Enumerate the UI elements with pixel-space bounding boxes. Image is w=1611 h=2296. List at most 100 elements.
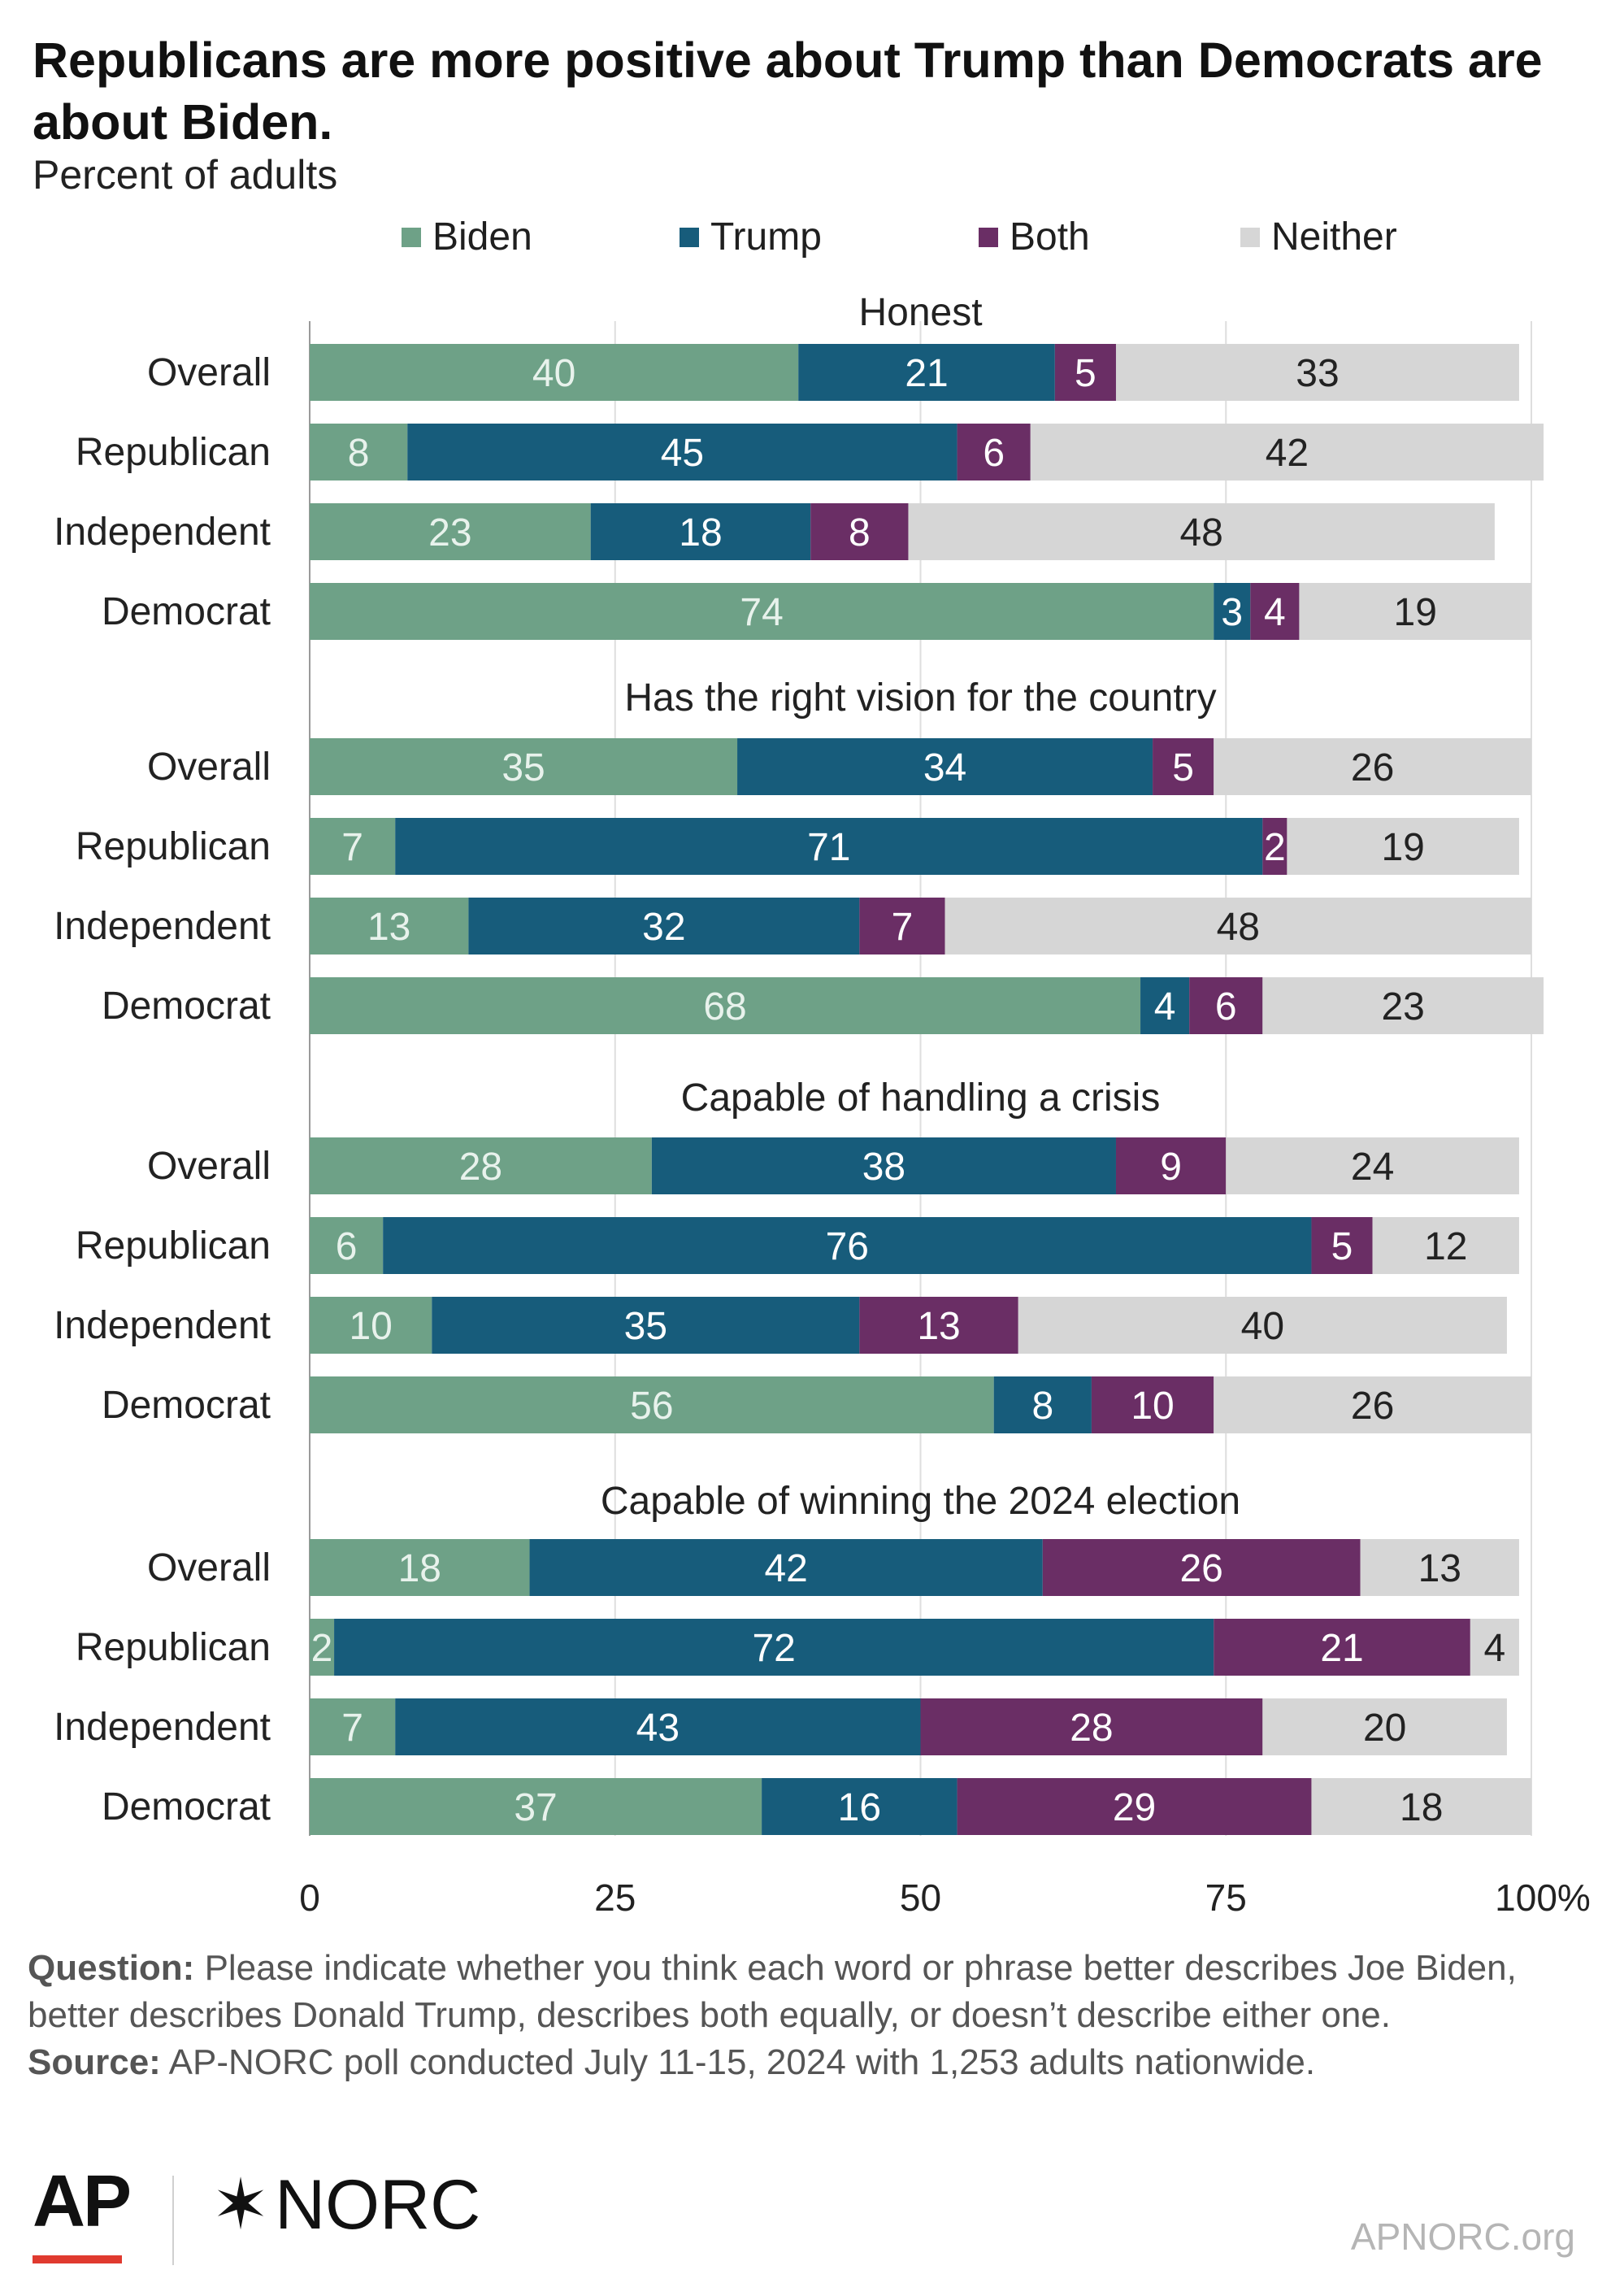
- data-label: 32: [642, 906, 685, 949]
- legend-item-both: Both: [979, 213, 1090, 262]
- data-label: 4: [1484, 1627, 1506, 1670]
- group-title: Capable of winning the 2024 election: [601, 1480, 1240, 1523]
- data-label: 13: [917, 1305, 960, 1348]
- data-label: 19: [1381, 826, 1424, 869]
- bar-segment: [1214, 583, 1251, 640]
- category-label: Republican: [76, 1224, 271, 1268]
- category-label: Independent: [54, 1304, 271, 1347]
- data-label: 48: [1217, 906, 1260, 949]
- bar-segment: [1262, 1698, 1507, 1755]
- data-label: 3: [1221, 591, 1243, 634]
- data-label: 7: [341, 1707, 363, 1750]
- data-label: 21: [905, 352, 948, 395]
- data-label: 43: [636, 1707, 680, 1750]
- bar-segment: [334, 1619, 1214, 1676]
- category-label: Overall: [147, 1145, 271, 1188]
- category-label: Independent: [54, 511, 271, 554]
- bar-segment: [432, 1297, 860, 1354]
- x-tick-label: 50: [900, 1876, 941, 1919]
- bar-segment: [310, 1297, 432, 1354]
- bar-segment: [310, 818, 396, 875]
- data-label: 6: [336, 1225, 358, 1268]
- bar-segment: [407, 424, 957, 481]
- data-label: 8: [849, 511, 871, 554]
- bar-segment: [1054, 344, 1116, 401]
- data-label: 40: [532, 352, 575, 395]
- legend: Biden Trump Both Neither: [0, 213, 1611, 262]
- norc-star-icon: ✶: [211, 2166, 271, 2244]
- bar-segment: [859, 898, 945, 954]
- data-label: 28: [459, 1146, 502, 1189]
- data-label: 71: [807, 826, 850, 869]
- legend-swatch-biden: [402, 228, 421, 247]
- logo-divider: [172, 2176, 174, 2265]
- data-label: 21: [1320, 1627, 1363, 1670]
- source-label: Source:: [28, 2042, 161, 2082]
- legend-label-neither: Neither: [1271, 215, 1397, 259]
- bar-segment: [762, 1778, 957, 1835]
- bar-segment: [310, 344, 799, 401]
- data-label: 8: [348, 432, 370, 475]
- bar-segment: [1018, 1297, 1507, 1354]
- data-label: 26: [1351, 1385, 1394, 1428]
- x-tick-label: 75: [1205, 1876, 1247, 1919]
- bar-segment: [1262, 818, 1287, 875]
- bar-segment: [859, 1297, 1018, 1354]
- bar-segment: [310, 977, 1141, 1034]
- question-text: Please indicate whether you think each w…: [28, 1948, 1517, 2035]
- norc-logo-text: NORC: [275, 2166, 481, 2244]
- data-label: 2: [1264, 826, 1286, 869]
- bar-segment: [1226, 1137, 1519, 1194]
- legend-label-both: Both: [1010, 215, 1090, 259]
- data-label: 13: [367, 906, 410, 949]
- source-note: Source: AP-NORC poll conducted July 11-1…: [28, 2039, 1588, 2086]
- data-label: 20: [1363, 1707, 1406, 1750]
- data-label: 68: [703, 985, 746, 1028]
- bar-segment: [310, 1137, 652, 1194]
- bar-segment: [310, 1217, 384, 1274]
- question-note: Question: Please indicate whether you th…: [28, 1945, 1588, 2039]
- data-label: 6: [983, 432, 1005, 475]
- norc-logo: ✶ NORC: [211, 2164, 480, 2246]
- bar-segment: [1115, 344, 1519, 401]
- bar-segment: [1372, 1217, 1519, 1274]
- bar-segment: [1262, 977, 1544, 1034]
- legend-item-neither: Neither: [1240, 213, 1397, 262]
- chart-footer: Question: Please indicate whether you th…: [28, 1945, 1588, 2086]
- legend-swatch-neither: [1240, 228, 1260, 247]
- data-label: 4: [1154, 985, 1176, 1028]
- x-tick-label: 0: [299, 1876, 320, 1919]
- legend-item-biden: Biden: [402, 213, 532, 262]
- x-tick-label: 25: [594, 1876, 636, 1919]
- data-label: 5: [1331, 1225, 1353, 1268]
- category-label: Overall: [147, 746, 271, 789]
- data-label: 42: [1266, 432, 1309, 475]
- bar-segment: [957, 1778, 1312, 1835]
- bar-segment: [395, 1698, 921, 1755]
- data-label: 9: [1160, 1146, 1182, 1189]
- group-title: Capable of handling a crisis: [681, 1076, 1161, 1120]
- bar-segment: [1042, 1539, 1361, 1596]
- bar-segment: [1189, 977, 1263, 1034]
- source-text: AP-NORC poll conducted July 11-15, 2024 …: [168, 2042, 1316, 2082]
- data-label: 42: [764, 1547, 807, 1590]
- bar-segment: [1214, 1619, 1470, 1676]
- data-label: 2: [311, 1627, 333, 1670]
- legend-label-biden: Biden: [432, 215, 532, 259]
- bar-segment: [310, 583, 1214, 640]
- data-label: 18: [398, 1547, 441, 1590]
- category-label: Independent: [54, 1706, 271, 1749]
- question-label: Question:: [28, 1948, 195, 1988]
- data-label: 26: [1351, 746, 1394, 789]
- category-label: Independent: [54, 905, 271, 948]
- bar-segment: [810, 503, 909, 560]
- data-label: 34: [923, 746, 966, 789]
- data-label: 4: [1264, 591, 1286, 634]
- bar-segment: [310, 1376, 994, 1433]
- bar-segment: [944, 898, 1531, 954]
- bar-segment: [310, 424, 408, 481]
- bar-segment: [1115, 1137, 1227, 1194]
- bar-segment: [1287, 818, 1519, 875]
- data-label: 18: [679, 511, 722, 554]
